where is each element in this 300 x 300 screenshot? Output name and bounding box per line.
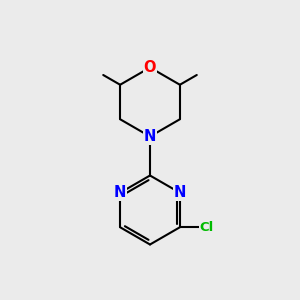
Text: O: O <box>144 60 156 75</box>
Text: N: N <box>144 129 156 144</box>
Text: Cl: Cl <box>200 221 214 234</box>
Text: N: N <box>174 185 186 200</box>
Text: N: N <box>114 185 126 200</box>
